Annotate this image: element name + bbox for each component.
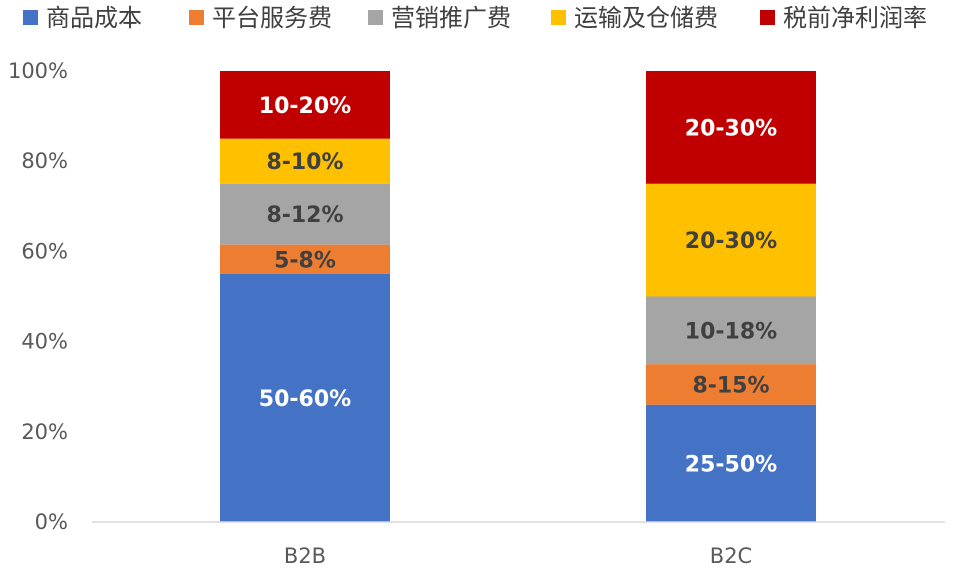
x-axis: B2B B2C xyxy=(92,521,945,568)
data-label-b2c-1: 25-50% xyxy=(685,452,777,477)
bar-segment-b2b-4 xyxy=(220,138,390,184)
data-label-b2b-1: 50-60% xyxy=(259,387,351,412)
x-tick-label-b2c: B2C xyxy=(710,544,752,568)
legend-label-5: 税前净利润率 xyxy=(783,4,927,32)
data-label-b2b-3: 8-12% xyxy=(266,203,343,228)
y-tick-label-80: 80% xyxy=(21,149,68,173)
y-tick-label-0: 0% xyxy=(35,510,68,534)
y-axis: 0% 20% 40% 60% 80% 100% xyxy=(8,59,68,534)
legend-swatch-1 xyxy=(23,10,38,25)
legend-swatch-4 xyxy=(551,10,566,25)
data-label-b2b-2: 5-8% xyxy=(274,248,336,273)
y-tick-label-40: 40% xyxy=(21,330,68,354)
legend-label-1: 商品成本 xyxy=(46,4,142,32)
data-label-b2b-5: 10-20% xyxy=(259,94,351,119)
bar-segment-b2b-1 xyxy=(220,273,390,522)
bar-segment-b2c-5 xyxy=(646,71,816,184)
bars: 50-60% 5-8% 8-12% 8-10% 10-20% 25-50% 8-15% 10-… xyxy=(220,71,816,522)
bar-segment-b2c-1 xyxy=(646,404,816,522)
bar-segment-b2c-2 xyxy=(646,364,816,405)
legend: 商品成本 平台服务费 营销推广费 运输及仓储费 税前净利润率 xyxy=(23,4,927,32)
bar-segment-b2b-2 xyxy=(220,244,390,274)
bar-segment-b2c-3 xyxy=(646,296,816,365)
legend-swatch-5 xyxy=(760,10,775,25)
bar-segment-b2b-3 xyxy=(220,183,390,245)
legend-label-4: 运输及仓储费 xyxy=(574,4,718,32)
legend-label-3: 营销推广费 xyxy=(391,4,511,32)
x-tick-label-b2b: B2B xyxy=(284,544,326,568)
y-tick-label-60: 60% xyxy=(21,239,68,263)
y-tick-label-20: 20% xyxy=(21,420,68,444)
legend-label-2: 平台服务费 xyxy=(212,4,332,32)
legend-swatch-2 xyxy=(189,10,204,25)
bar-segment-b2b-5 xyxy=(220,71,390,139)
data-label-b2b-4: 8-10% xyxy=(266,150,343,175)
data-label-b2c-2: 8-15% xyxy=(692,373,769,398)
legend-swatch-3 xyxy=(368,10,383,25)
data-label-b2c-5: 20-30% xyxy=(685,116,777,141)
data-label-b2c-4: 20-30% xyxy=(685,229,777,254)
data-label-b2c-3: 10-18% xyxy=(685,319,777,344)
bar-segment-b2c-4 xyxy=(646,183,816,297)
y-tick-label-100: 100% xyxy=(8,59,68,83)
